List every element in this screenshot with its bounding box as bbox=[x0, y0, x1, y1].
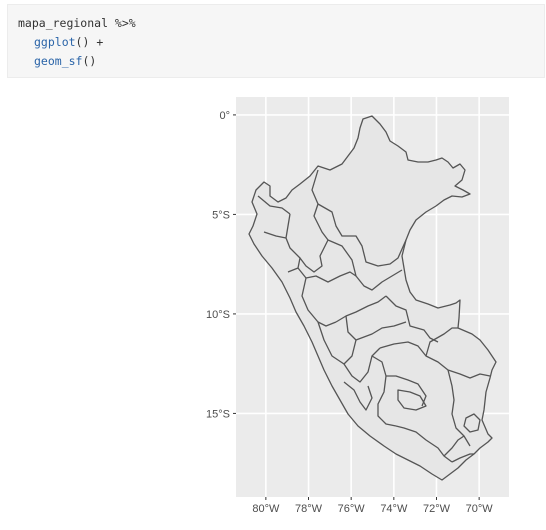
x-axis: 80°W 78°W 76°W 74°W 72°W 70°W bbox=[252, 497, 493, 515]
y-tick-label-1: 5°S bbox=[212, 209, 230, 221]
x-tick-label-0: 80°W bbox=[252, 503, 280, 515]
region-borders bbox=[257, 169, 491, 463]
x-tick-label-4: 72°W bbox=[423, 503, 451, 515]
border-lake-titicaca bbox=[463, 413, 481, 433]
y-tick-label-3: 15°S bbox=[206, 408, 230, 420]
code-function-geom-sf: geom_sf bbox=[34, 54, 83, 68]
border-loreto-sanmartin bbox=[317, 203, 407, 267]
border-lambayeque bbox=[263, 231, 287, 239]
code-line-1: mapa_regional %>% bbox=[18, 16, 136, 30]
border-tacna bbox=[451, 453, 474, 463]
code-line-3: geom_sf() bbox=[18, 52, 544, 71]
code-line-2-rest: () + bbox=[75, 35, 104, 49]
border-madrededios bbox=[425, 327, 458, 357]
x-tick-label-1: 78°W bbox=[295, 503, 323, 515]
code-chunk: mapa_regional %>% ggplot() + geom_sf() bbox=[7, 4, 545, 78]
border-ancash bbox=[301, 277, 337, 327]
border-ica bbox=[343, 381, 373, 411]
border-pasco-huanuco bbox=[335, 295, 387, 323]
code-function-ggplot: ggplot bbox=[34, 35, 76, 49]
border-cusco bbox=[379, 341, 491, 379]
x-tick-label-2: 76°W bbox=[338, 503, 366, 515]
code-line-2: ggplot() + bbox=[18, 33, 544, 52]
peru-map bbox=[248, 115, 497, 481]
x-tick-label-3: 74°W bbox=[380, 503, 408, 515]
border-apurimac bbox=[386, 375, 427, 407]
border-moquegua bbox=[443, 435, 465, 457]
border-huancavelica bbox=[343, 347, 381, 383]
x-tick-label-5: 70°W bbox=[466, 503, 494, 515]
border-sanmartin-huanuco bbox=[327, 239, 403, 291]
border-junin bbox=[345, 315, 407, 341]
border-lima bbox=[317, 321, 357, 365]
y-tick-label-2: 10°S bbox=[206, 309, 230, 321]
code-text: mapa_regional %>% ggplot() + geom_sf() bbox=[8, 5, 544, 71]
y-tick-label-0: 0° bbox=[219, 110, 230, 122]
y-axis: 0° 5°S 10°S 15°S bbox=[206, 110, 236, 420]
border-tumbes-piura bbox=[257, 195, 291, 215]
border-ayacucho bbox=[371, 355, 397, 427]
border-ucayali bbox=[385, 295, 439, 343]
code-line-3-rest: () bbox=[82, 54, 97, 68]
peru-outline bbox=[248, 115, 497, 481]
border-arequipa-inner bbox=[397, 389, 427, 411]
